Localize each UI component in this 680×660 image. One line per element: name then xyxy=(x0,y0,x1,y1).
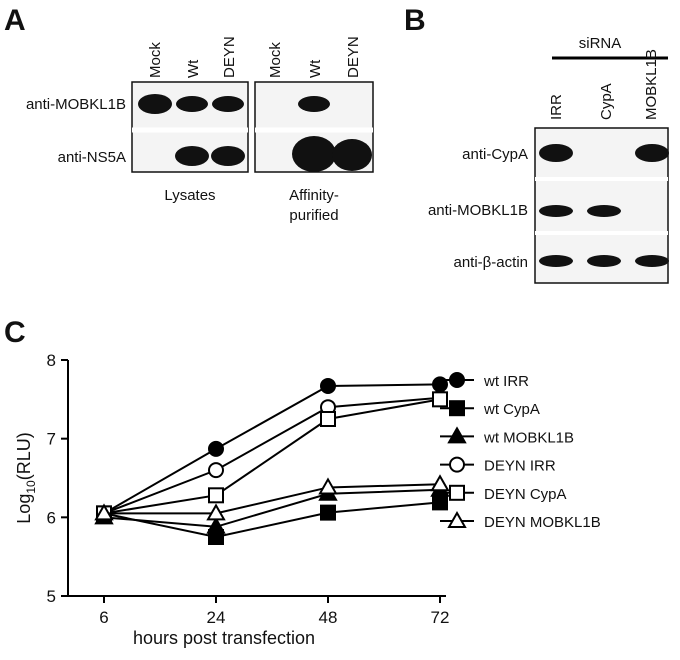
marker xyxy=(208,440,224,457)
series-line xyxy=(104,483,441,515)
row-label: anti-NS5A xyxy=(58,149,126,166)
marker xyxy=(449,484,465,501)
marker xyxy=(432,494,448,511)
y-axis-label-base: Log xyxy=(14,494,34,524)
y-axis-label-sub: 10 xyxy=(24,480,38,494)
panel-label: C xyxy=(4,316,26,349)
row-label: anti-CypA xyxy=(462,146,528,163)
marker xyxy=(432,391,448,408)
x-axis-label: hours post transfection xyxy=(133,628,315,648)
y-tick-label: 6 xyxy=(47,508,56,527)
lane-label: IRR xyxy=(548,94,565,120)
marker xyxy=(447,510,467,528)
marker xyxy=(206,503,226,521)
marker xyxy=(206,516,226,534)
y-tick-label: 7 xyxy=(47,430,56,449)
caption: Affinity- xyxy=(289,187,339,204)
marker xyxy=(449,456,465,473)
panel-label: A xyxy=(4,4,26,37)
series-line xyxy=(103,488,441,528)
y-tick-label: 5 xyxy=(47,587,56,606)
marker xyxy=(449,400,465,417)
y-axis-label: Log10(RLU) xyxy=(14,432,38,523)
x-tick-label: 72 xyxy=(431,608,450,627)
marker xyxy=(208,462,224,479)
lane-label: MOBKL1B xyxy=(643,49,660,120)
marker xyxy=(318,477,338,495)
marker xyxy=(320,504,336,521)
lane-label: Mock xyxy=(267,42,284,78)
lane-label: CypA xyxy=(598,83,615,120)
legend-label: DEYN MOBKL1B xyxy=(484,514,601,531)
series-line xyxy=(103,383,441,515)
row-label: anti-MOBKL1B xyxy=(428,202,528,219)
row-label: anti-MOBKL1B xyxy=(26,96,126,113)
legend-label: wt CypA xyxy=(483,401,540,418)
y-axis-label-rest: (RLU) xyxy=(14,432,34,480)
blot-a2 xyxy=(254,81,374,173)
y-tick-label: 8 xyxy=(47,351,56,370)
marker xyxy=(449,372,465,388)
lane-label: Wt xyxy=(307,59,324,78)
marker xyxy=(320,411,336,427)
blot-a1 xyxy=(131,81,249,173)
lane-label: Mock xyxy=(147,42,164,78)
group-label: siRNA xyxy=(579,35,622,52)
marker xyxy=(447,426,467,444)
legend-label: wt MOBKL1B xyxy=(483,429,574,446)
lane-label: Wt xyxy=(185,59,202,78)
lane-label: DEYN xyxy=(221,36,238,78)
marker xyxy=(430,474,450,492)
series-line xyxy=(103,398,441,515)
legend-label: wt IRR xyxy=(483,373,529,390)
legend-label: DEYN CypA xyxy=(484,486,567,503)
caption: purified xyxy=(289,207,338,224)
marker xyxy=(94,503,114,521)
plot: 5 6 7 8 6 24 48 72 wt IRR wt CypA wt MOBKL1B DEYN I… xyxy=(47,351,601,627)
panel-label: B xyxy=(404,4,426,37)
series-line xyxy=(103,501,441,539)
marker xyxy=(320,377,336,394)
blot-b xyxy=(534,127,669,284)
lane-label: DEYN xyxy=(345,36,362,78)
row-label: anti-β-actin xyxy=(454,254,529,271)
x-tick-label: 48 xyxy=(319,608,338,627)
legend-label: DEYN IRR xyxy=(484,458,556,475)
caption: Lysates xyxy=(164,187,215,204)
series-line xyxy=(103,396,441,515)
x-tick-label: 24 xyxy=(207,608,226,627)
x-tick-label: 6 xyxy=(99,608,108,627)
marker xyxy=(208,487,224,504)
